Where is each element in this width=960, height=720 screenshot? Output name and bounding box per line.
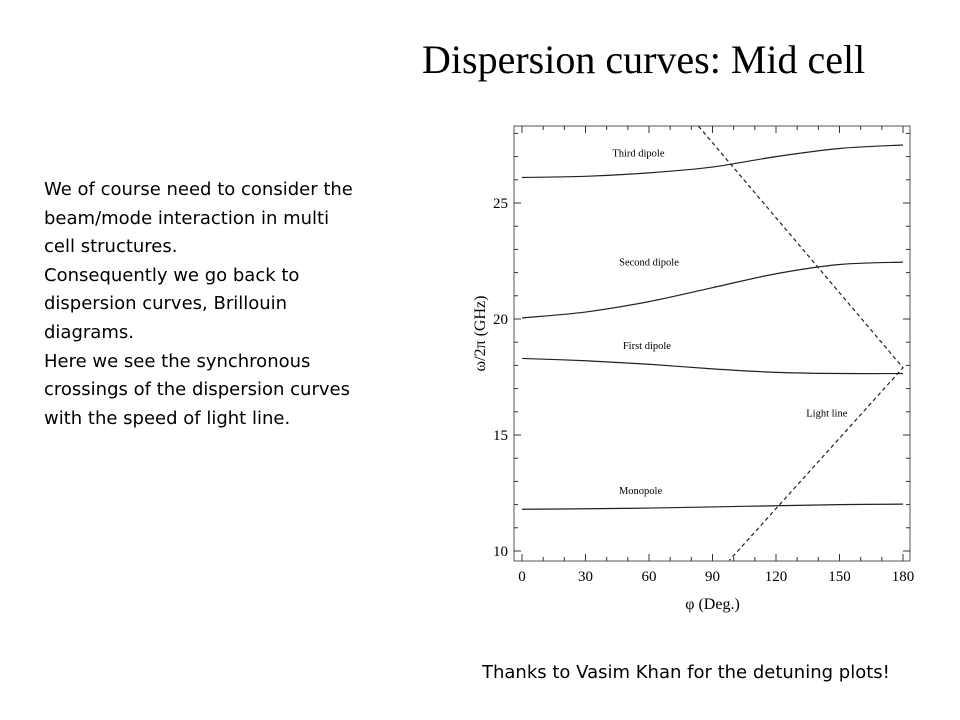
body-line: diagrams.: [44, 321, 134, 343]
curves: [521, 126, 904, 561]
labels: Third dipole Second dipole First dipole Mon…: [612, 149, 847, 498]
body-line: beam/mode interaction in multi: [44, 207, 330, 229]
third-dipole-label: Third dipole: [612, 149, 665, 160]
first-dipole-series: [521, 357, 904, 375]
x-tick-label: 180: [892, 569, 915, 585]
y-tick-label: 10: [493, 544, 508, 560]
credits-footer: Thanks to Vasim Khan for the detuning pl…: [482, 662, 890, 683]
ticks: 0 30 60 90 120 150 180 10 15 20 25: [493, 126, 914, 585]
x-tick-label: 120: [765, 569, 788, 585]
x-tick-label: 60: [642, 569, 657, 585]
light-line-label: Light line: [806, 408, 847, 419]
body-line: Consequently we go back to: [44, 264, 300, 286]
y-tick-label: 20: [493, 312, 508, 328]
monopole-series: [521, 503, 904, 510]
plot-frame: [513, 125, 911, 562]
body-line: dispersion curves, Brillouin: [44, 293, 288, 315]
second-dipole-label: Second dipole: [619, 258, 679, 269]
body-line: We of course need to consider the: [44, 179, 353, 200]
x-axis-label: φ (Deg.): [685, 596, 740, 613]
slide-title: Dispersion curves: Mid cell: [422, 37, 866, 82]
x-tick-label: 150: [828, 569, 851, 585]
y-tick-label: 15: [493, 428, 508, 444]
plot-border: [513, 125, 911, 562]
x-tick-label: 30: [578, 569, 593, 585]
body-line: crossings of the dispersion curves: [44, 379, 350, 401]
monopole-label: Monopole: [619, 486, 663, 497]
x-tick-label: 0: [518, 569, 526, 585]
body-text: We of course need to consider the beam/m…: [44, 176, 394, 433]
body-line: cell structures.: [44, 236, 178, 258]
third-dipole-series: [521, 144, 904, 179]
y-axis-label: ω/2π (GHz): [472, 296, 489, 372]
body-line: Here we see the synchronous: [44, 350, 311, 372]
first-dipole-label: First dipole: [623, 341, 671, 352]
light-line-series: [697, 126, 904, 561]
body-line: with the speed of light line.: [44, 407, 291, 429]
y-tick-label: 25: [493, 196, 508, 212]
second-dipole-series: [521, 261, 904, 319]
x-tick-label: 90: [705, 569, 720, 585]
